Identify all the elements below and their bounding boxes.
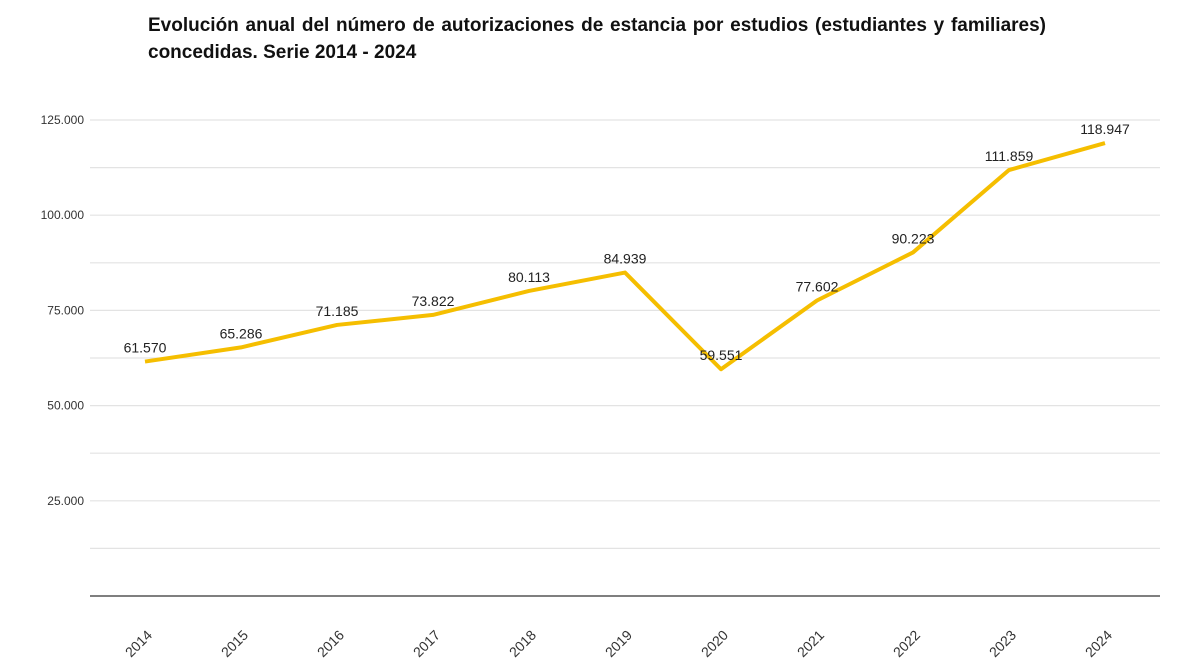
x-tick-label: 2023	[986, 627, 1019, 660]
data-label: 111.859	[985, 148, 1034, 164]
series-line	[144, 141, 1106, 372]
x-tick-label: 2022	[890, 627, 923, 660]
y-tick-label: 75.000	[47, 303, 84, 317]
data-label: 61.570	[124, 340, 167, 356]
data-label: 90.223	[892, 230, 935, 246]
data-label: 73.822	[412, 293, 455, 309]
x-tick-label: 2021	[794, 627, 827, 660]
x-tick-label: 2019	[602, 627, 635, 660]
y-tick-label: 100.000	[41, 208, 85, 222]
data-label: 71.185	[316, 303, 359, 319]
x-tick-label: 2016	[314, 627, 347, 660]
y-tick-label: 50.000	[47, 399, 84, 413]
data-label: 118.947	[1080, 121, 1130, 137]
x-tick-label: 2017	[410, 627, 443, 660]
data-label: 65.286	[220, 325, 263, 341]
data-label: 59.551	[700, 347, 743, 363]
x-tick-label: 2014	[122, 627, 155, 660]
data-label: 77.602	[796, 278, 839, 294]
x-tick-label: 2015	[218, 627, 251, 660]
y-tick-label: 25.000	[47, 494, 84, 508]
x-tick-label: 2024	[1082, 627, 1115, 660]
data-label: 80.113	[508, 269, 550, 285]
y-tick-label: 125.000	[41, 113, 85, 127]
x-tick-label: 2018	[506, 627, 539, 660]
x-tick-label: 2020	[698, 627, 731, 660]
chart-title: Evolución anual del número de autorizaci…	[148, 15, 1046, 63]
data-label: 84.939	[604, 251, 647, 267]
